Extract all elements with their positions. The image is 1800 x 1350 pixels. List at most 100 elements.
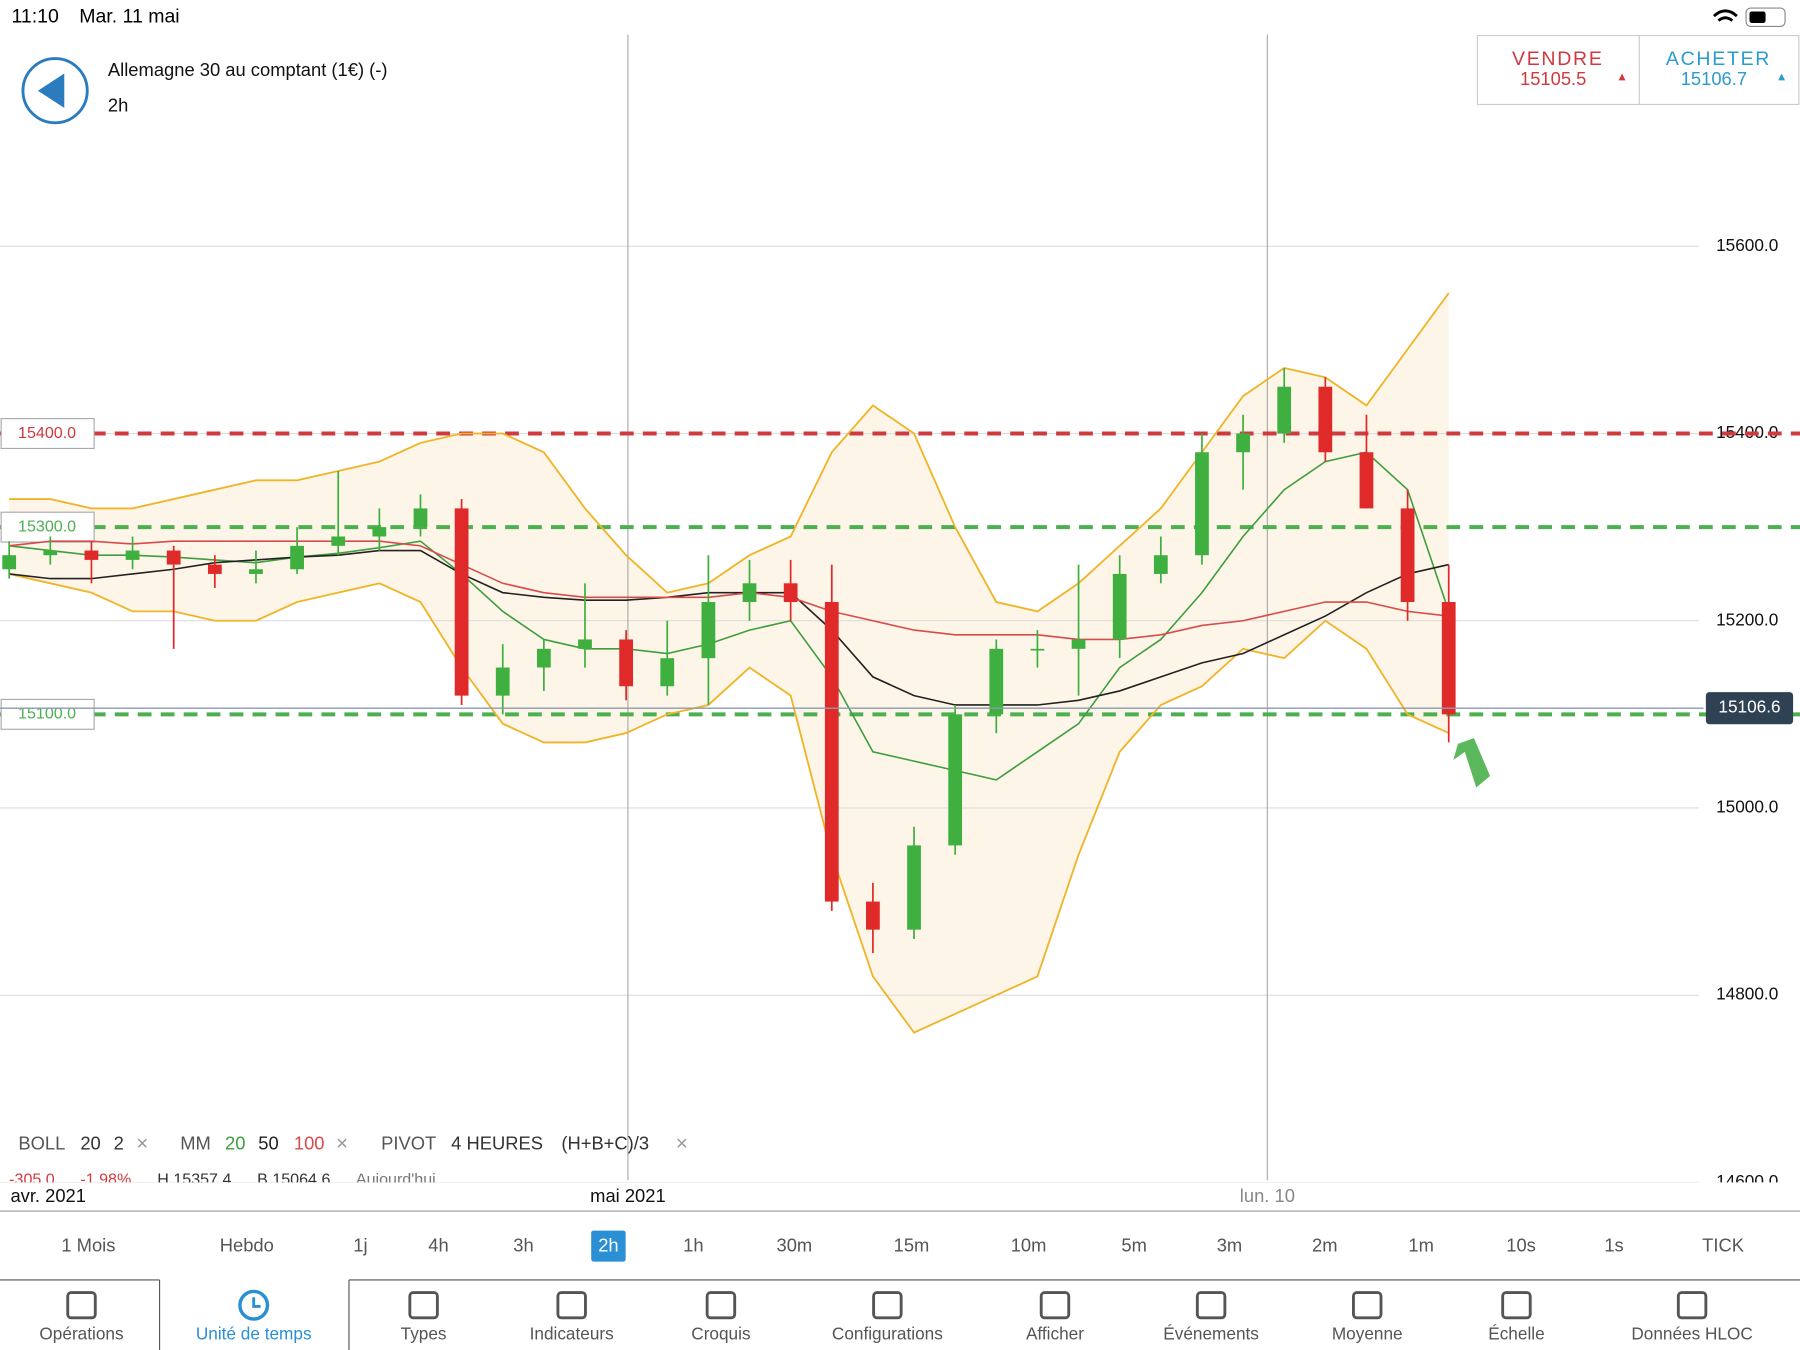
timeframe-selected: [591, 1230, 626, 1262]
indicator-line: [9, 292, 1450, 613]
toolbar-icon: [872, 1291, 903, 1320]
sell-button[interactable]: VENDRE 15105.5: [1512, 48, 1626, 89]
timeframe[interactable]: TICK: [1702, 1235, 1745, 1256]
candle-body: [742, 583, 757, 603]
indicator-label: (H+B+C)/3: [561, 1132, 649, 1153]
candle-body: [84, 550, 99, 560]
candle-body: [1277, 386, 1292, 434]
candle-body: [783, 583, 798, 603]
toolbar-icon: [1501, 1291, 1532, 1320]
toolbar-icon: [238, 1289, 270, 1321]
candle-body: [125, 550, 140, 560]
status-date: Mar. 11 mai: [79, 5, 179, 27]
indicator-label: 50: [258, 1132, 278, 1153]
battery-level: [1749, 11, 1766, 23]
candle-body: [989, 648, 1004, 715]
buy-label: ACHETER: [1666, 48, 1771, 70]
toolbar-item[interactable]: Moyenne: [1332, 1324, 1403, 1344]
candle-body: [578, 639, 592, 649]
toolbar-icon: [1195, 1291, 1227, 1320]
toolbar-item[interactable]: Afficher: [1026, 1324, 1084, 1344]
toolbar-item[interactable]: Opérations: [39, 1324, 123, 1344]
toolbar-item[interactable]: Échelle: [1488, 1324, 1544, 1344]
price-panel: [1476, 35, 1800, 106]
level-box: [0, 418, 95, 450]
toolbar-icon: [252, 1297, 261, 1308]
candle-body: [207, 564, 222, 574]
remove-indicator[interactable]: ×: [336, 1132, 348, 1155]
status-time: 11:10: [11, 5, 59, 27]
candle-body: [948, 714, 963, 846]
toolbar-item[interactable]: Configurations: [832, 1324, 943, 1344]
candle-body: [907, 845, 921, 930]
indicator-label: PIVOT: [381, 1132, 436, 1153]
candle-body: [1195, 452, 1209, 556]
timeframe[interactable]: 2m: [1312, 1235, 1338, 1256]
buy-price: 15106.7: [1681, 68, 1747, 89]
toolbar-item[interactable]: Types: [401, 1324, 447, 1344]
timeframe[interactable]: 10s: [1506, 1235, 1536, 1256]
bollinger-fill: [9, 293, 1449, 1033]
candle-body: [249, 569, 263, 574]
candle-body: [2, 555, 17, 570]
timeframe[interactable]: 4h: [428, 1235, 448, 1256]
toolbar-item[interactable]: Croquis: [691, 1324, 750, 1344]
candle-body: [413, 508, 428, 528]
toolbar-item[interactable]: Unité de temps: [196, 1324, 312, 1344]
indicator-line: [9, 549, 1449, 706]
toolbar-icon: [705, 1291, 737, 1320]
remove-indicator[interactable]: ×: [136, 1132, 148, 1155]
timeframe[interactable]: 1m: [1408, 1235, 1434, 1256]
timeframe[interactable]: 1s: [1604, 1235, 1623, 1256]
level-label: 15300.0: [18, 517, 76, 535]
toolbar-item[interactable]: Événements: [1163, 1324, 1259, 1344]
sell-price: 15105.5: [1520, 68, 1586, 89]
current-price-label: 15106.6: [1718, 697, 1780, 717]
level-box: [0, 511, 95, 543]
timeframe[interactable]: 1h: [683, 1235, 703, 1256]
candle-body: [701, 602, 716, 659]
timeframe[interactable]: 3m: [1217, 1235, 1243, 1256]
plot: 14600.014800.015000.015200.015400.015600…: [0, 34, 1800, 1212]
timeframe[interactable]: 1 Mois: [61, 1235, 115, 1256]
candle-body: [1236, 433, 1250, 453]
indicator-label: 2: [114, 1132, 124, 1153]
toolbar-icon: [1676, 1291, 1708, 1320]
candle-body: [454, 508, 469, 696]
buy-arrow: [1778, 73, 1786, 81]
candle-body: [1030, 648, 1045, 651]
x-axis-label: avr. 2021: [10, 1185, 86, 1206]
x-axis-label: mai 2021: [590, 1185, 666, 1206]
toolbar-item[interactable]: Données HLOC: [1631, 1324, 1752, 1344]
timeframe[interactable]: 2h: [598, 1235, 618, 1256]
candle-body: [866, 901, 880, 930]
timeframe[interactable]: 5m: [1121, 1235, 1147, 1256]
timeframe[interactable]: Hebdo: [220, 1235, 274, 1256]
level-box: [0, 698, 95, 730]
timeframe[interactable]: 3h: [513, 1235, 533, 1256]
timeframe[interactable]: 15m: [894, 1235, 930, 1256]
toolbar-icon: [408, 1291, 439, 1320]
timeframe[interactable]: 30m: [777, 1235, 813, 1256]
buy-button[interactable]: ACHETER 15106.7: [1666, 48, 1786, 89]
axis-band: [0, 1182, 1800, 1212]
level-label: 15100.0: [18, 705, 76, 723]
sell-arrow: [1618, 73, 1626, 81]
remove-indicator[interactable]: ×: [676, 1132, 688, 1155]
y-tick-label: 14800.0: [1716, 984, 1778, 1004]
current-price-box: [1705, 692, 1794, 725]
indicator-label: MM: [180, 1132, 211, 1153]
y-tick-label: 15000.0: [1716, 797, 1778, 817]
timeframe[interactable]: 1j: [353, 1235, 367, 1256]
candle-body: [372, 527, 387, 537]
candle-body: [824, 602, 839, 902]
indicator-label: 4 HEURES: [451, 1132, 543, 1153]
candle-body: [1071, 639, 1086, 649]
indicator-label: 100: [294, 1132, 325, 1153]
pointer-arrow: [1453, 738, 1491, 788]
candle-body: [536, 648, 551, 668]
y-tick-label: 15200.0: [1716, 609, 1778, 629]
timeframe[interactable]: 10m: [1011, 1235, 1047, 1256]
toolbar-item[interactable]: Indicateurs: [530, 1324, 614, 1344]
